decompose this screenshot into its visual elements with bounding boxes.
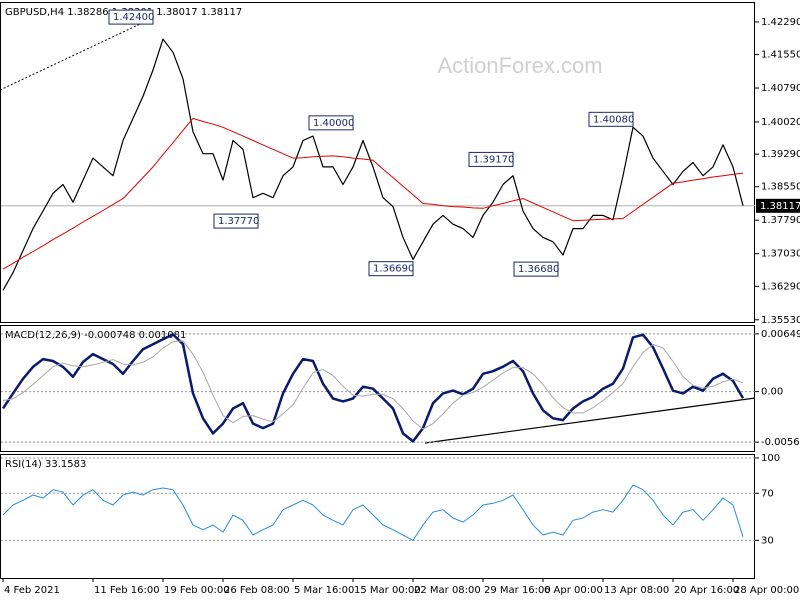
panel-title: RSI(14) 33.1583 bbox=[5, 459, 86, 470]
y-tick-label: 1.41550 bbox=[761, 50, 800, 61]
y-tick-label: 1.37030 bbox=[761, 249, 800, 260]
y-tick-label: 100 bbox=[761, 453, 780, 464]
annotation-box bbox=[468, 151, 514, 167]
annotation-box bbox=[368, 261, 414, 277]
annotation-box bbox=[588, 111, 634, 127]
x-tick-label: 4 Feb 2021 bbox=[4, 585, 60, 596]
x-tick-label: 13 Apr 08:00 bbox=[604, 585, 669, 596]
x-tick-label: 11 Feb 16:00 bbox=[94, 585, 160, 596]
y-tick-label: 1.40020 bbox=[761, 117, 800, 128]
y-tick-label: 30 bbox=[761, 535, 774, 546]
macd-panel bbox=[0, 325, 755, 452]
x-tick-label: 19 Feb 00:00 bbox=[164, 585, 230, 596]
annotation-box bbox=[108, 9, 154, 25]
x-tick-label: 5 Mar 16:00 bbox=[294, 585, 354, 596]
y-tick-label: 70 bbox=[761, 488, 774, 499]
annotation-box bbox=[213, 213, 259, 229]
y-tick-label: -0.005679 bbox=[761, 437, 800, 448]
series-line bbox=[2, 484, 744, 541]
y-tick-label: 0.00649 bbox=[761, 329, 800, 340]
watermark: ActionForex.com bbox=[437, 53, 602, 78]
series-line bbox=[2, 117, 744, 270]
x-tick-label: 20 Apr 16:00 bbox=[674, 585, 739, 596]
y-tick-label: 1.37790 bbox=[761, 215, 800, 226]
y-tick-label: 0.00 bbox=[761, 387, 783, 398]
series-line bbox=[2, 38, 744, 291]
annotation-label: 1.36680 bbox=[518, 264, 559, 275]
last-price-box bbox=[756, 198, 800, 213]
x-tick-label: 28 Apr 00:00 bbox=[734, 585, 799, 596]
last-price-label: 1.38117 bbox=[760, 201, 800, 212]
y-tick-label: 1.36290 bbox=[761, 281, 800, 292]
annotation-label: 1.39170 bbox=[473, 154, 514, 165]
macd-trend-line bbox=[424, 397, 756, 444]
x-tick-label: 22 Mar 08:00 bbox=[414, 585, 481, 596]
price-panel bbox=[0, 2, 755, 323]
y-tick-label: 1.35530 bbox=[761, 315, 800, 326]
y-tick-label: 1.39290 bbox=[761, 149, 800, 160]
annotation-label: 1.40000 bbox=[313, 118, 354, 129]
panel-title: MACD(12,26,9) -0.000748 0.001081 bbox=[5, 330, 186, 341]
series-line bbox=[1, 333, 745, 443]
x-tick-label: 6 Apr 00:00 bbox=[544, 585, 603, 596]
annotation-box bbox=[513, 261, 559, 277]
y-tick-label: 1.40790 bbox=[761, 83, 800, 94]
rsi-panel bbox=[0, 454, 755, 579]
trend-line bbox=[0, 16, 156, 91]
x-tick-label: 15 Mar 00:00 bbox=[354, 585, 421, 596]
annotation-label: 1.42400 bbox=[113, 12, 154, 23]
x-tick-label: 29 Mar 16:00 bbox=[484, 585, 551, 596]
x-tick-label: 26 Feb 08:00 bbox=[224, 585, 290, 596]
annotation-label: 1.36690 bbox=[373, 264, 414, 275]
annotation-label: 1.40080 bbox=[593, 114, 634, 125]
y-tick-label: 1.38550 bbox=[761, 182, 800, 193]
annotation-box bbox=[308, 115, 354, 131]
y-tick-label: 1.42290 bbox=[761, 17, 800, 28]
annotation-label: 1.37770 bbox=[218, 216, 259, 227]
series-line bbox=[2, 340, 744, 430]
